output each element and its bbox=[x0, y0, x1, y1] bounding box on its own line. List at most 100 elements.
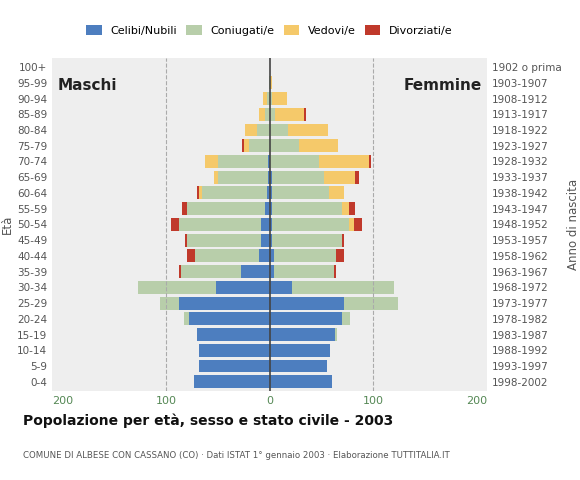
Bar bbox=[263, 92, 267, 105]
Bar bbox=[214, 171, 218, 184]
Legend: Celibi/Nubili, Coniugati/e, Vedovi/e, Divorziati/e: Celibi/Nubili, Coniugati/e, Vedovi/e, Di… bbox=[84, 23, 455, 38]
Bar bbox=[292, 281, 394, 294]
Bar bbox=[184, 312, 189, 325]
Bar bbox=[205, 155, 218, 168]
Bar bbox=[354, 171, 359, 184]
Bar bbox=[272, 234, 342, 247]
Bar bbox=[334, 265, 336, 278]
Bar bbox=[270, 92, 272, 105]
Text: COMUNE DI ALBESE CON CASSANO (CO) · Dati ISTAT 1° gennaio 2003 · Elaborazione TU: COMUNE DI ALBESE CON CASSANO (CO) · Dati… bbox=[23, 451, 450, 460]
Bar bbox=[187, 202, 264, 215]
Bar bbox=[202, 186, 267, 199]
Bar bbox=[267, 155, 270, 168]
Bar bbox=[187, 234, 262, 247]
Bar bbox=[194, 375, 270, 388]
Bar bbox=[259, 108, 264, 120]
Bar bbox=[138, 281, 216, 294]
Bar bbox=[270, 76, 272, 89]
Bar bbox=[336, 250, 345, 263]
Bar bbox=[259, 250, 270, 263]
Bar bbox=[244, 139, 249, 152]
Bar bbox=[272, 171, 324, 184]
Bar bbox=[267, 186, 270, 199]
Bar bbox=[272, 202, 342, 215]
Bar bbox=[329, 186, 345, 199]
Bar bbox=[270, 171, 272, 184]
Bar bbox=[270, 250, 274, 263]
Bar bbox=[270, 123, 288, 136]
Bar bbox=[354, 218, 362, 231]
Bar bbox=[249, 139, 270, 152]
Bar bbox=[245, 123, 258, 136]
Bar bbox=[189, 312, 270, 325]
Bar bbox=[270, 375, 332, 388]
Bar bbox=[179, 265, 180, 278]
Bar bbox=[275, 108, 304, 120]
Bar bbox=[200, 360, 270, 372]
Bar bbox=[160, 297, 179, 310]
Bar bbox=[345, 297, 398, 310]
Bar bbox=[200, 344, 270, 357]
Bar bbox=[272, 92, 287, 105]
Bar bbox=[197, 186, 200, 199]
Bar bbox=[179, 218, 262, 231]
Bar bbox=[270, 265, 274, 278]
Bar bbox=[270, 139, 299, 152]
Text: Femmine: Femmine bbox=[404, 78, 482, 94]
Bar bbox=[270, 281, 292, 294]
Bar bbox=[264, 202, 270, 215]
Bar bbox=[197, 328, 270, 341]
Bar bbox=[179, 297, 270, 310]
Bar bbox=[270, 155, 320, 168]
Bar bbox=[218, 155, 267, 168]
Bar bbox=[180, 265, 241, 278]
Bar bbox=[267, 92, 270, 105]
Bar bbox=[262, 234, 270, 247]
Bar bbox=[272, 186, 329, 199]
Bar bbox=[270, 328, 335, 341]
Bar bbox=[270, 218, 272, 231]
Bar bbox=[218, 171, 267, 184]
Bar bbox=[262, 218, 270, 231]
Bar bbox=[369, 155, 371, 168]
Text: Maschi: Maschi bbox=[57, 78, 117, 94]
Text: Popolazione per età, sesso e stato civile - 2003: Popolazione per età, sesso e stato civil… bbox=[23, 413, 393, 428]
Y-axis label: Anno di nascita: Anno di nascita bbox=[567, 179, 580, 270]
Bar bbox=[342, 312, 350, 325]
Bar bbox=[200, 186, 202, 199]
Bar bbox=[270, 234, 272, 247]
Bar bbox=[171, 218, 179, 231]
Bar bbox=[187, 250, 195, 263]
Bar bbox=[299, 139, 338, 152]
Bar bbox=[320, 155, 369, 168]
Bar bbox=[274, 265, 334, 278]
Bar bbox=[349, 218, 354, 231]
Bar bbox=[185, 234, 187, 247]
Bar bbox=[264, 108, 270, 120]
Bar bbox=[342, 234, 345, 247]
Bar bbox=[274, 250, 336, 263]
Bar bbox=[288, 123, 328, 136]
Bar bbox=[195, 250, 259, 263]
Bar bbox=[270, 202, 272, 215]
Bar bbox=[270, 360, 327, 372]
Bar bbox=[270, 312, 342, 325]
Bar bbox=[349, 202, 354, 215]
Bar bbox=[182, 202, 187, 215]
Bar bbox=[342, 202, 349, 215]
Bar bbox=[216, 281, 270, 294]
Bar bbox=[270, 344, 330, 357]
Bar bbox=[241, 265, 270, 278]
Bar bbox=[258, 123, 270, 136]
Bar bbox=[272, 218, 349, 231]
Bar bbox=[270, 186, 272, 199]
Bar bbox=[242, 139, 244, 152]
Bar bbox=[304, 108, 306, 120]
Y-axis label: Età: Età bbox=[1, 215, 14, 234]
Bar bbox=[335, 328, 337, 341]
Bar bbox=[270, 297, 345, 310]
Bar bbox=[324, 171, 354, 184]
Bar bbox=[267, 171, 270, 184]
Bar bbox=[269, 76, 270, 89]
Bar bbox=[270, 108, 275, 120]
